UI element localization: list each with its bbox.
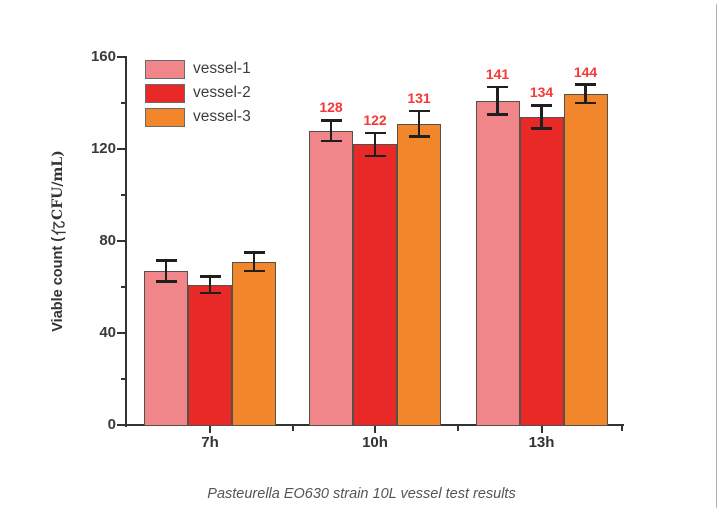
y-minor-tick (121, 286, 125, 288)
legend-item-label: vessel-1 (193, 60, 251, 77)
bar (397, 123, 441, 426)
error-bar-line (373, 132, 377, 156)
bar-value-label: 144 (573, 63, 598, 80)
error-bar-cap (487, 85, 508, 89)
legend-swatch (145, 83, 185, 103)
bar (309, 130, 353, 426)
y-major-tick (117, 424, 125, 426)
legend-item: vessel-2 (145, 83, 251, 103)
legend-item-label: vessel-3 (193, 108, 251, 125)
error-bar-cap (408, 135, 430, 138)
y-tick-label: 120 (90, 140, 116, 157)
cjk-yi-character-icon (50, 221, 66, 236)
x-minor-tick (457, 426, 460, 431)
error-bar-line (496, 86, 499, 115)
bar (353, 144, 397, 426)
x-minor-tick (621, 426, 623, 431)
error-bar-cap (487, 113, 508, 116)
y-major-tick (117, 332, 125, 334)
error-bar-cap (199, 291, 221, 294)
error-bar-line (540, 105, 543, 129)
error-bar-cap (364, 131, 386, 135)
error-bar-cap (320, 119, 342, 122)
y-minor-tick (121, 378, 125, 380)
error-bar-line (584, 84, 587, 103)
bar-value-label: 134 (529, 84, 554, 101)
error-bar-cap (320, 139, 342, 143)
y-axis-line (125, 56, 127, 427)
legend-swatch (145, 107, 185, 127)
x-major-tick (540, 426, 543, 433)
bar (232, 261, 276, 426)
y-tick-label: 0 (107, 416, 116, 433)
error-bar-cap (575, 101, 596, 105)
legend-item: vessel-1 (145, 59, 251, 79)
y-tick-label: 40 (99, 324, 116, 341)
x-major-tick (374, 426, 376, 433)
bar (519, 116, 564, 426)
legend-swatch (145, 59, 185, 79)
error-bar-cap (155, 259, 177, 262)
x-tick-label: 13h (528, 434, 555, 451)
page-right-border (716, 4, 717, 508)
x-tick-label: 7h (201, 434, 219, 451)
x-tick-label: 10h (362, 434, 388, 451)
bar (563, 93, 608, 426)
y-minor-tick (121, 194, 125, 196)
x-minor-tick (291, 426, 294, 431)
error-bar-cap (243, 269, 265, 273)
y-axis-label-prefix: Viable count ( (50, 236, 66, 332)
y-minor-tick (121, 102, 125, 104)
plot-area: 0 40 80 120 160 7h 10h 13h 128 141 122 134 131 144 (90, 48, 624, 451)
error-bar-line (252, 252, 256, 271)
error-bar-cap (155, 280, 177, 283)
error-bar-line (164, 260, 168, 282)
legend: vessel-1 vessel-2 vessel-3 (145, 59, 251, 127)
bar-value-label: 122 (363, 111, 387, 128)
bar-value-label: 141 (485, 65, 510, 82)
y-major-tick (117, 148, 125, 150)
y-tick-label: 160 (90, 48, 116, 65)
error-bar-cap (199, 275, 221, 278)
bar (144, 270, 188, 426)
error-bar-cap (575, 83, 596, 86)
legend-item-label: vessel-2 (193, 84, 251, 101)
error-bar-cap (408, 109, 430, 113)
bar (188, 284, 232, 426)
error-bar-cap (364, 154, 386, 158)
y-tick-label: 80 (99, 232, 116, 249)
error-bar-cap (531, 127, 552, 130)
y-axis-label: Viable count ( CFU/mL) (50, 150, 66, 332)
error-bar-line (329, 120, 333, 141)
y-major-tick (117, 56, 125, 58)
y-major-tick (117, 240, 125, 242)
bar-value-label: 128 (319, 99, 343, 116)
bar (475, 100, 520, 426)
error-bar-line (208, 276, 212, 293)
error-bar-cap (531, 104, 552, 107)
bar-value-label: 131 (407, 90, 431, 107)
x-major-tick (209, 426, 211, 433)
y-axis-label-unit: CFU/mL) (50, 150, 66, 220)
legend-item: vessel-3 (145, 107, 251, 127)
figure-caption: Pasteurella EO630 strain 10L vessel test… (207, 486, 516, 502)
error-bar-cap (243, 251, 265, 254)
error-bar-line (417, 111, 421, 137)
